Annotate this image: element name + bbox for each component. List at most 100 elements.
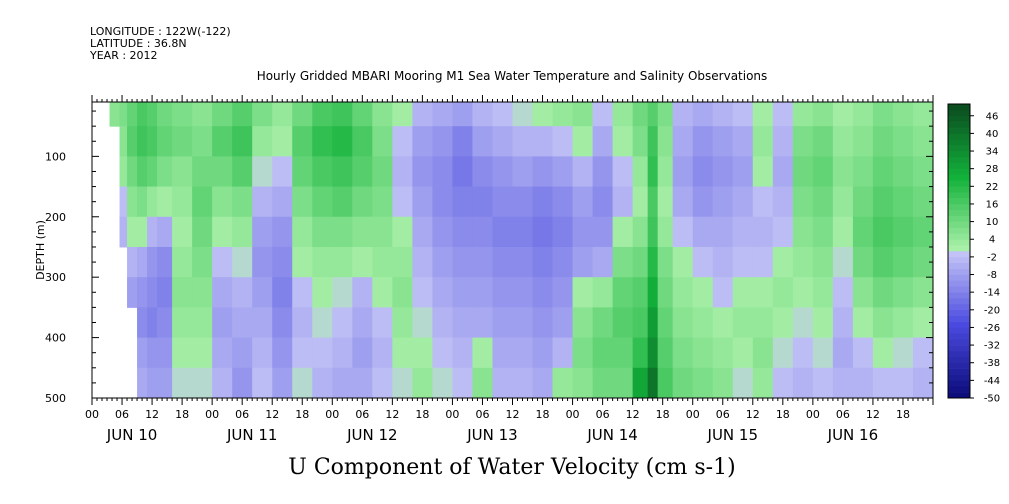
colorbar-label: 40: [986, 129, 999, 140]
colorbar-swatch: [948, 368, 970, 375]
heatmap-cell: [192, 186, 213, 218]
y-axis-label: DEPTH (m): [34, 220, 47, 280]
heatmap-cell: [647, 126, 659, 157]
heatmap-cell: [792, 216, 814, 248]
heatmap-cell: [812, 307, 834, 339]
x-day-label: JUN 14: [586, 426, 637, 444]
heatmap-cell: [332, 307, 353, 339]
heatmap-cell: [832, 102, 854, 127]
x-tick-label: 00: [325, 408, 339, 421]
x-tick-label: 12: [866, 408, 880, 421]
heatmap-cell: [392, 246, 413, 278]
heatmap-cell: [147, 307, 158, 339]
colorbar-swatch: [948, 274, 970, 281]
heatmap-cell: [672, 367, 694, 399]
heatmap-cell: [432, 216, 453, 248]
heatmap-cell: [119, 216, 128, 248]
heatmap-cell: [272, 307, 293, 339]
heatmap-cell: [732, 367, 754, 399]
heatmap-cell: [792, 246, 814, 278]
y-tick-label: 100: [45, 150, 66, 163]
heatmap-cell: [312, 156, 333, 188]
heatmap-cell: [732, 246, 754, 278]
x-tick-label: 12: [265, 408, 279, 421]
heatmap-cell: [572, 307, 594, 339]
heatmap-cell: [372, 186, 393, 218]
heatmap-cell: [332, 102, 353, 127]
heatmap-cell: [452, 337, 473, 369]
heatmap-cell: [212, 102, 233, 127]
heatmap-cell: [157, 216, 173, 248]
heatmap-cell: [137, 126, 148, 157]
heatmap-cell: [492, 367, 513, 399]
heatmap-cell: [672, 307, 694, 339]
heatmap-cell: [232, 277, 253, 308]
heatmap-cell: [892, 216, 914, 248]
heatmap-cell: [212, 337, 233, 369]
heatmap-cell: [892, 307, 914, 339]
heatmap-cell: [137, 277, 148, 308]
heatmap-cell: [432, 367, 453, 399]
heatmap-cell: [232, 307, 253, 339]
x-tick-label: 00: [566, 408, 580, 421]
heatmap-cell: [137, 216, 148, 248]
heatmap-cell: [612, 337, 634, 369]
heatmap-cell: [572, 216, 594, 248]
heatmap-cell: [212, 307, 233, 339]
heatmap-cell: [612, 277, 634, 308]
heatmap-cell: [772, 126, 794, 157]
x-tick-label: 06: [115, 408, 129, 421]
heatmap-cell: [612, 367, 634, 399]
heatmap-cell: [372, 102, 393, 127]
heatmap-cell: [632, 307, 649, 339]
heatmap-cell: [552, 102, 574, 127]
colorbar-swatch: [948, 174, 970, 181]
x-tick-label: 12: [385, 408, 399, 421]
heatmap-cell: [892, 367, 914, 399]
heatmap-cell: [772, 277, 794, 308]
heatmap-cell: [157, 246, 173, 278]
x-day-label: JUN 16: [827, 426, 878, 444]
heatmap-cell: [632, 277, 649, 308]
heatmap-cell: [157, 337, 173, 369]
heatmap-cell: [832, 186, 854, 218]
colorbar-swatch: [948, 356, 970, 364]
heatmap-cell: [157, 307, 173, 339]
heatmap-cell: [712, 102, 734, 127]
heatmap-cell: [412, 277, 433, 308]
colorbar-swatch: [948, 215, 970, 222]
heatmap-cell: [147, 186, 158, 218]
heatmap-cell: [692, 367, 714, 399]
heatmap-cell: [172, 102, 193, 127]
heatmap-cell: [352, 186, 373, 218]
heatmap-cell: [892, 186, 914, 218]
heatmap-cell: [157, 102, 173, 127]
heatmap-cell: [127, 102, 138, 127]
heatmap-cell: [752, 156, 774, 188]
colorbar-swatch: [948, 286, 970, 293]
heatmap-cell: [157, 186, 173, 218]
heatmap-cell: [272, 126, 293, 157]
colorbar-swatch: [948, 115, 970, 122]
heatmap-cell: [272, 156, 293, 188]
heatmap-cell: [372, 277, 393, 308]
heatmap-cell: [172, 216, 193, 248]
heatmap-cell: [812, 186, 834, 218]
heatmap-cell: [492, 156, 513, 188]
heatmap-cell: [912, 277, 934, 308]
heatmap-cell: [752, 216, 774, 248]
colorbar-frame: [947, 103, 971, 399]
heatmap-cell: [752, 102, 774, 127]
heatmap-cell: [712, 246, 734, 278]
heatmap-cell: [172, 126, 193, 157]
heatmap-cell: [792, 102, 814, 127]
heatmap-cell: [552, 337, 574, 369]
heatmap-cell: [852, 337, 874, 369]
colorbar-swatch: [948, 145, 970, 152]
heatmap-cell: [572, 156, 594, 188]
heatmap-cell: [632, 126, 649, 157]
heatmap-cell: [212, 216, 233, 248]
heatmap-cell: [532, 186, 554, 218]
heatmap-cell: [432, 277, 453, 308]
colorbar-swatch: [948, 203, 970, 211]
